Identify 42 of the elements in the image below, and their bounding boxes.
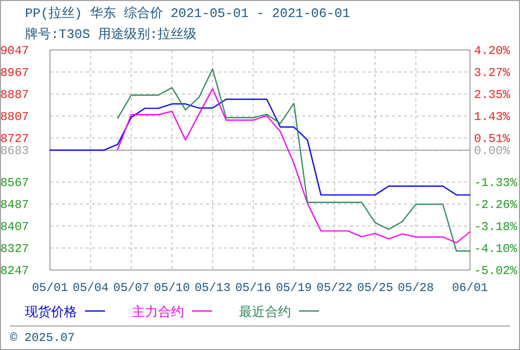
x-tick-label: 05/10 xyxy=(154,281,190,295)
x-tick-label: 05/16 xyxy=(235,281,272,295)
legend-label: 主力合约 xyxy=(132,304,184,320)
y-tick-label: 8887 xyxy=(0,88,29,102)
y2-tick-label: 3.27% xyxy=(474,66,511,80)
y2-tick-label: -5.02% xyxy=(474,264,518,278)
x-tick-label: 05/22 xyxy=(316,281,353,295)
line-series xyxy=(49,98,471,196)
y-tick-label: 9047 xyxy=(0,44,29,58)
y-tick-label: 8407 xyxy=(0,220,29,234)
x-tick-label: 05/13 xyxy=(194,281,231,295)
y-tick-label: 8967 xyxy=(0,66,29,80)
legend-label: 现货价格 xyxy=(25,305,77,320)
x-tick-label: 05/04 xyxy=(72,281,109,295)
y2-tick-label: -2.26% xyxy=(474,198,518,212)
y2-tick-label: -4.10% xyxy=(474,242,518,256)
legend-label: 最近合约 xyxy=(239,305,291,320)
x-tick-label: 06/01 xyxy=(452,281,488,295)
y2-tick-label: 2.35% xyxy=(474,88,511,102)
chart-title: PP(拉丝) 华东 综合价 2021-05-01 - 2021-06-01 xyxy=(25,6,350,21)
line-series xyxy=(117,88,471,244)
y-tick-label: 8807 xyxy=(0,110,29,124)
text: © 2025.07 xyxy=(10,331,75,345)
y2-tick-label: 0.00% xyxy=(474,144,511,158)
y-tick-label: 8683 xyxy=(0,144,29,158)
line-series xyxy=(117,68,471,252)
chart-subtitle: 牌号:T30S 用途级别:拉丝级 xyxy=(25,27,197,42)
y-tick-label: 8727 xyxy=(0,132,29,146)
y-tick-label: 8247 xyxy=(0,264,29,278)
x-tick-label: 05/19 xyxy=(276,281,312,295)
y-tick-label: 8567 xyxy=(0,176,29,190)
y2-tick-label: 4.20% xyxy=(474,44,511,58)
x-tick-label: 05/07 xyxy=(113,281,150,295)
x-tick-label: 05/01 xyxy=(32,281,68,295)
y2-tick-label: 1.43% xyxy=(474,110,511,124)
y-tick-label: 8327 xyxy=(0,242,29,256)
y2-tick-label: 0.51% xyxy=(474,132,511,146)
y2-tick-label: -3.18% xyxy=(474,220,518,234)
x-tick-label: 05/28 xyxy=(398,281,434,295)
y-tick-label: 8487 xyxy=(0,198,29,212)
y2-tick-label: -1.33% xyxy=(474,176,518,190)
x-tick-label: 05/25 xyxy=(357,281,394,295)
